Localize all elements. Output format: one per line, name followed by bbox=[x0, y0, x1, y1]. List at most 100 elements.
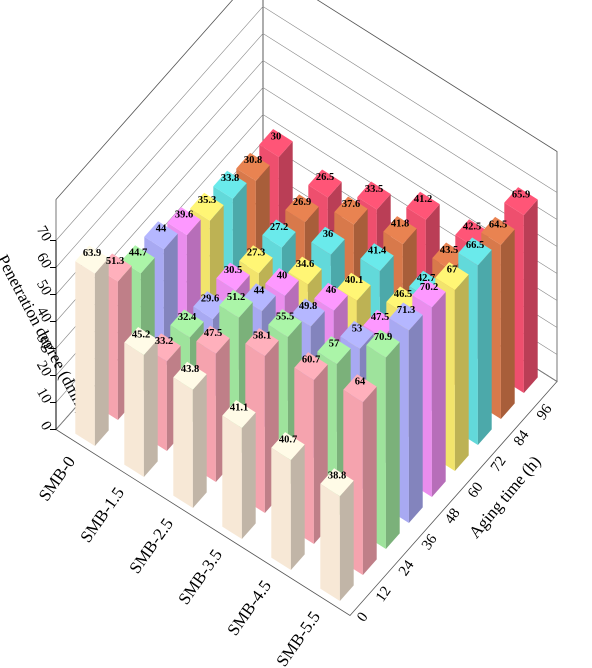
bar-top bbox=[432, 242, 466, 271]
bar-top bbox=[222, 400, 256, 429]
bar-top bbox=[334, 196, 368, 225]
bar-side bbox=[290, 444, 305, 570]
bar-top bbox=[242, 283, 276, 312]
value-label: 57 bbox=[329, 339, 340, 350]
value-label: 40 bbox=[277, 270, 288, 281]
value-label: 40.1 bbox=[345, 275, 363, 286]
y-tick-label: 20 bbox=[33, 358, 54, 379]
bar-top bbox=[386, 286, 420, 315]
value-label: 30.5 bbox=[224, 265, 242, 276]
value-label: 55.5 bbox=[276, 312, 294, 323]
category-label: SMB-2.5 bbox=[125, 515, 177, 577]
category-label: SMB-5.5 bbox=[272, 608, 324, 668]
bar-side bbox=[192, 374, 207, 508]
value-label: 26.9 bbox=[293, 197, 311, 208]
value-label: 33.8 bbox=[221, 173, 239, 184]
value-label: 51.3 bbox=[106, 256, 124, 267]
value-label: 67 bbox=[447, 265, 458, 276]
bar-top bbox=[268, 309, 302, 338]
bar-top bbox=[219, 289, 253, 318]
value-label: 41.4 bbox=[368, 246, 387, 257]
bar-top bbox=[196, 325, 230, 354]
bar-face bbox=[124, 342, 144, 477]
grid-line bbox=[55, 6, 558, 241]
bar-side bbox=[241, 412, 256, 539]
y-tick-label: 50 bbox=[33, 277, 54, 298]
bar-side bbox=[500, 229, 515, 419]
x-tick-label: 48 bbox=[442, 506, 464, 527]
value-label: 43.8 bbox=[181, 364, 199, 375]
bar-side bbox=[339, 480, 354, 601]
bar-top bbox=[320, 468, 354, 497]
x-tick-label: 0 bbox=[354, 610, 371, 625]
bar-top bbox=[366, 329, 400, 358]
bar-top bbox=[236, 152, 270, 181]
bar-face bbox=[320, 483, 340, 601]
bar-top bbox=[216, 262, 250, 291]
bar-top bbox=[245, 328, 279, 357]
bar-top bbox=[190, 192, 224, 221]
bar-side bbox=[362, 386, 377, 575]
bar-face bbox=[271, 447, 291, 570]
value-label: 40.7 bbox=[279, 435, 297, 446]
category-label: SMB-1.5 bbox=[76, 484, 128, 546]
bar-top bbox=[239, 245, 273, 274]
value-label: 60.7 bbox=[302, 355, 320, 366]
bar-top bbox=[337, 272, 371, 301]
bar-top bbox=[406, 191, 440, 220]
value-label: 41.2 bbox=[414, 194, 432, 205]
y-tick-label: 70 bbox=[33, 223, 54, 244]
value-label: 27.2 bbox=[270, 222, 288, 233]
value-label: 46.5 bbox=[394, 289, 412, 300]
x-tick-label: 60 bbox=[465, 480, 487, 501]
bar-top bbox=[343, 374, 377, 403]
bar-top bbox=[193, 291, 227, 320]
grid-line bbox=[55, 60, 558, 295]
bar-top bbox=[363, 309, 397, 338]
value-label: 63.9 bbox=[83, 248, 101, 259]
bar-top bbox=[317, 336, 351, 365]
y-tick-label: 10 bbox=[33, 385, 54, 406]
bar-side bbox=[94, 257, 109, 446]
bar-top bbox=[360, 243, 394, 272]
x-tick-label: 72 bbox=[488, 454, 510, 475]
value-label: 44.7 bbox=[129, 248, 147, 259]
value-label: 65.9 bbox=[512, 189, 530, 200]
value-label: 26.5 bbox=[316, 172, 334, 183]
bar-top bbox=[340, 320, 374, 349]
value-label: 30 bbox=[271, 131, 282, 142]
value-label: 45.2 bbox=[132, 329, 150, 340]
bar-top bbox=[357, 181, 391, 210]
bar-top bbox=[435, 262, 469, 291]
value-label: 37.6 bbox=[342, 199, 360, 210]
bar-side bbox=[477, 249, 492, 445]
grid-line bbox=[55, 87, 558, 322]
value-label: 42.7 bbox=[417, 273, 435, 284]
value-label: 44 bbox=[156, 224, 167, 235]
value-label: 70.9 bbox=[374, 332, 392, 343]
value-label: 49.8 bbox=[299, 301, 317, 312]
bar bbox=[124, 326, 158, 477]
y-tick-label: 30 bbox=[33, 331, 54, 352]
bar bbox=[75, 245, 109, 446]
value-label: 71.3 bbox=[397, 305, 415, 316]
value-label: 46 bbox=[326, 285, 337, 296]
grid-line bbox=[55, 33, 558, 268]
value-label: 39.6 bbox=[175, 209, 193, 220]
bar-top bbox=[271, 432, 305, 461]
value-label: 36 bbox=[323, 229, 334, 240]
value-label: 47.5 bbox=[371, 312, 389, 323]
value-label: 35.3 bbox=[198, 195, 216, 206]
bar-side bbox=[431, 291, 446, 497]
bar-top bbox=[121, 245, 155, 274]
bar-top bbox=[262, 219, 296, 248]
category-label: SMB-0 bbox=[35, 453, 79, 505]
bar bbox=[320, 468, 354, 601]
bar-side bbox=[454, 274, 469, 471]
category-label: SMB-3.5 bbox=[174, 546, 226, 608]
value-label: 38.8 bbox=[328, 471, 346, 482]
value-label: 30.8 bbox=[244, 155, 262, 166]
value-label: 66.5 bbox=[466, 240, 484, 251]
bar-face bbox=[75, 261, 95, 446]
bar-top bbox=[173, 361, 207, 390]
